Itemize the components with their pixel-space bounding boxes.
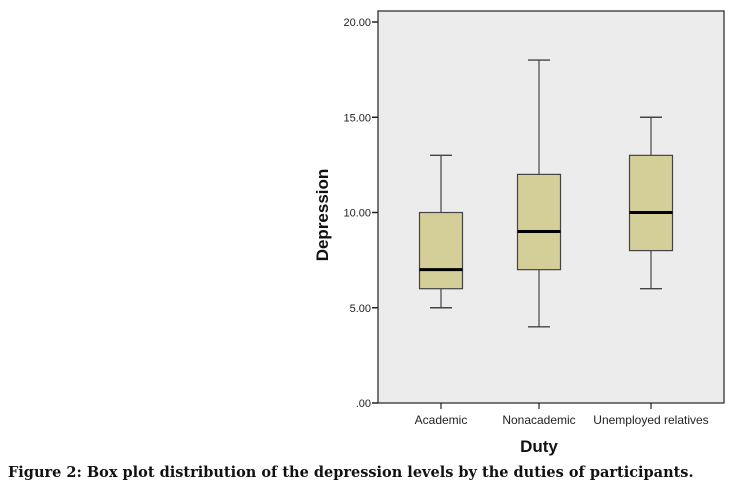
y-tick-label: 20.00 <box>343 17 371 29</box>
box-plot-chart: .00 5.00 10.00 15.00 20.00 Academic Nonacadem… <box>313 10 725 456</box>
y-axis: .00 5.00 10.00 15.00 20.00 <box>343 17 378 410</box>
y-tick-label: .00 <box>356 398 371 410</box>
x-tick-label: Unemployed relatives <box>593 413 708 427</box>
box-academic <box>418 154 464 309</box>
x-axis-title: Duty <box>520 437 558 456</box>
box-nonacademic <box>516 59 562 328</box>
boxes <box>418 59 674 328</box>
x-tick-label: Nonacademic <box>502 413 575 427</box>
iqr-box <box>628 154 674 252</box>
iqr-box <box>418 211 464 290</box>
x-tick-label: Academic <box>415 413 468 427</box>
iqr-box <box>516 173 562 271</box>
y-tick-label: 15.00 <box>343 112 371 124</box>
box-unemployed-relatives <box>628 116 674 290</box>
y-tick-label: 10.00 <box>343 208 371 220</box>
figure-caption: Figure 2: Box plot distribution of the d… <box>8 464 694 481</box>
y-tick-label: 5.00 <box>350 303 371 315</box>
x-axis: Academic Nonacademic Unemployed relatives <box>415 403 709 427</box>
y-axis-title: Depression <box>313 169 332 262</box>
